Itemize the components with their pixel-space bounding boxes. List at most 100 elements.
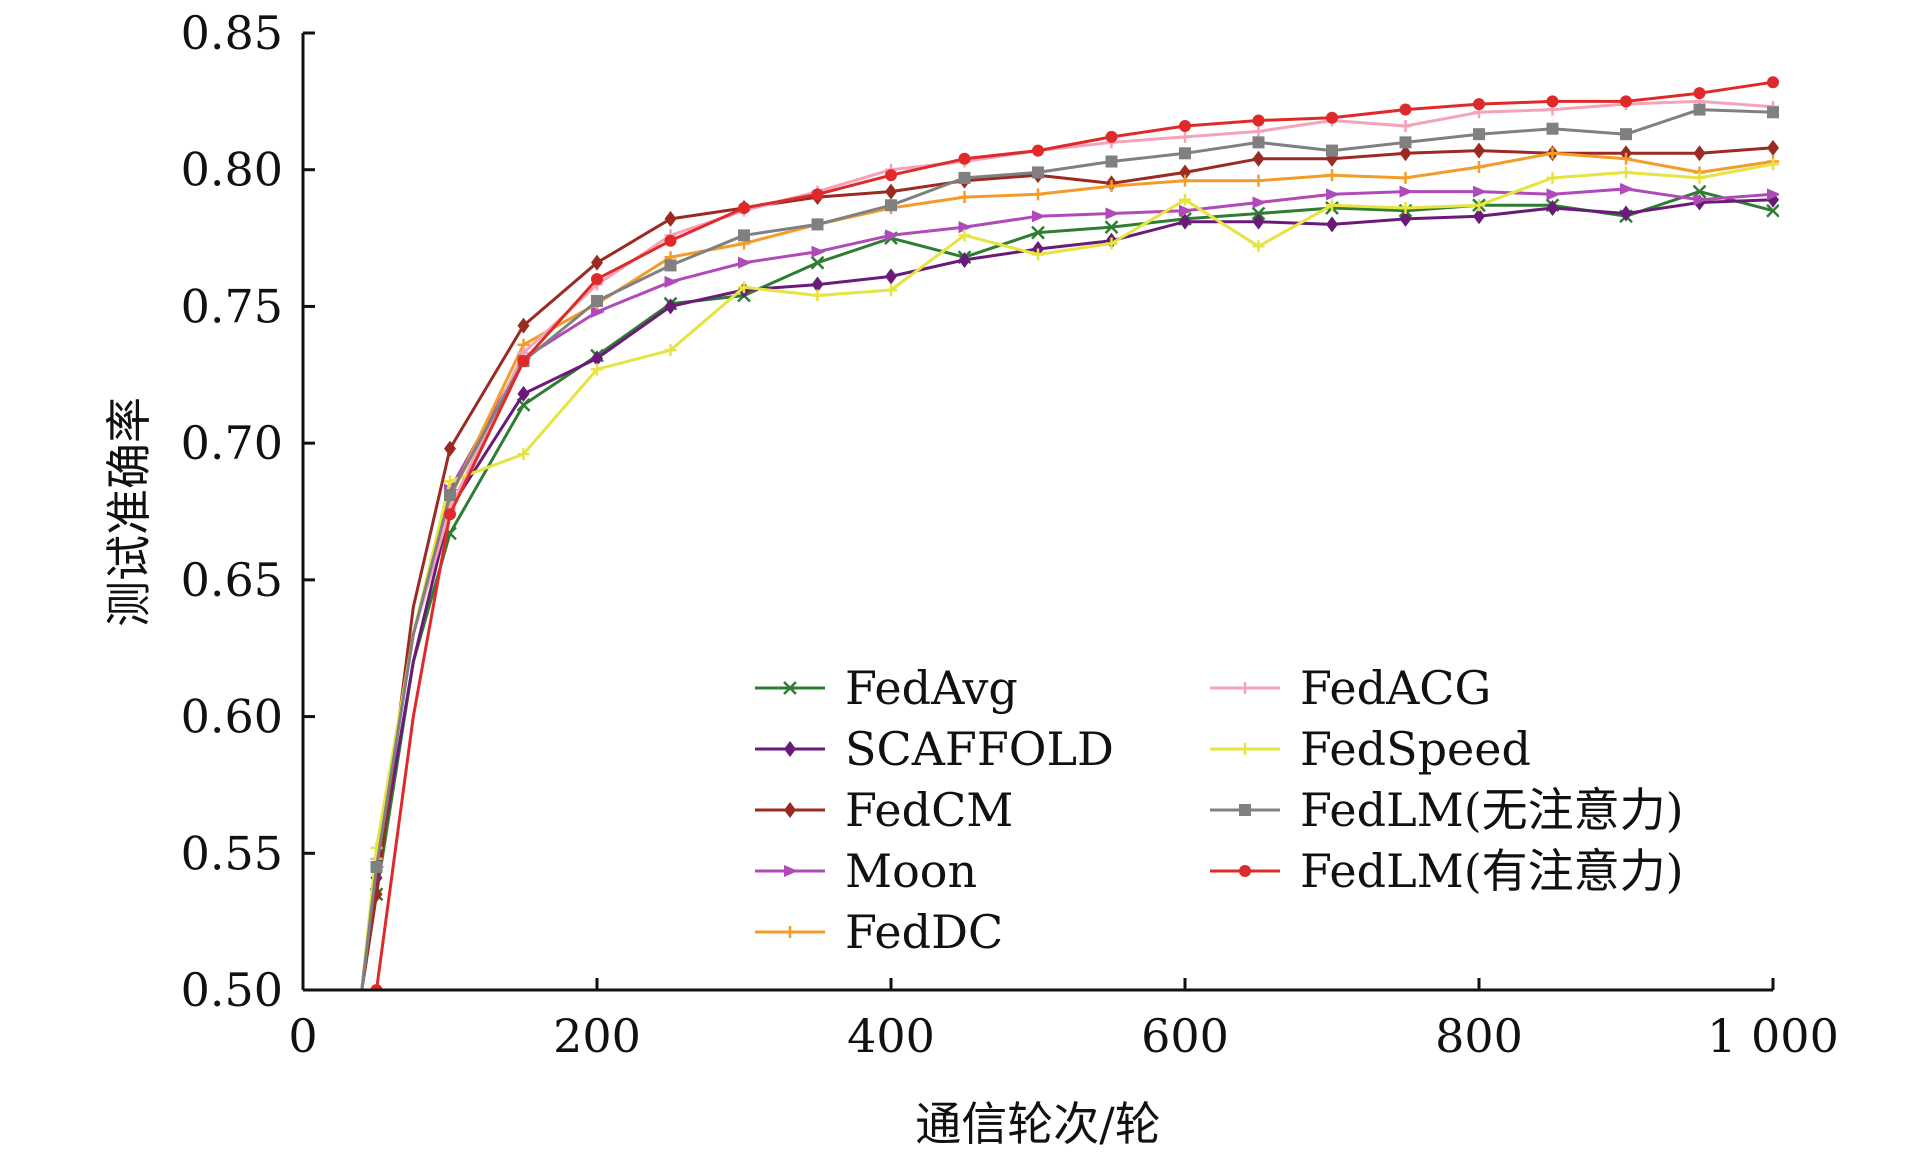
data-point-fedavg: [810, 255, 825, 270]
x-tick-label: 400: [847, 1009, 935, 1063]
data-point-feddc: [958, 191, 971, 204]
legend-item-fedacg: FedACG: [1210, 661, 1491, 715]
legend-label: FedAvg: [845, 661, 1018, 715]
y-axis-title: 测试准确率: [102, 397, 156, 627]
legend-item-fedspeed: FedSpeed: [1210, 722, 1531, 776]
x-tick-label: 200: [553, 1009, 641, 1063]
data-point-fedcm: [1399, 145, 1412, 162]
data-point-fedacg: [1399, 119, 1412, 132]
x-tick-label: 600: [1141, 1009, 1229, 1063]
legend-item-fedlm-no-attention: FedLM(无注意力): [1210, 783, 1684, 837]
data-point-fedspeed: [1326, 199, 1338, 212]
data-point-moon: [1620, 182, 1634, 195]
data-point-fedcm: [517, 317, 530, 334]
series-line-fedlm-attention: [374, 80, 1774, 990]
legend-label: FedLM(有注意力): [1300, 844, 1684, 898]
legend-marker: [784, 865, 798, 877]
data-point-fedspeed: [591, 363, 603, 376]
data-point-scaffold: [1399, 210, 1412, 227]
data-point-fedcm: [664, 210, 677, 227]
data-point-fedspeed: [1767, 158, 1779, 171]
data-point-scaffold: [591, 350, 603, 367]
data-point-fedlm-attention: [591, 273, 603, 286]
data-point-fedlm-attention: [1693, 87, 1706, 100]
legend-label: FedLM(无注意力): [1300, 783, 1684, 837]
legend-label: FedSpeed: [1300, 722, 1531, 776]
data-point-fedspeed: [1252, 240, 1265, 253]
data-point-fedlm-attention: [738, 201, 750, 214]
ticks: 0 200 400 600 800 1 000 0.50 0.55 0.60 0.65 0.70 0.…: [181, 6, 1839, 1063]
data-point-scaffold: [1179, 213, 1191, 230]
legend-marker: [784, 926, 796, 938]
data-point-scaffold: [1546, 199, 1559, 216]
data-point-fedlm-attention: [885, 169, 897, 182]
data-point-fedspeed: [664, 344, 677, 357]
data-point-fedlm-no-attention: [1546, 122, 1559, 135]
data-point-fedlm-no-attention: [1179, 147, 1191, 160]
data-point-fedavg: [1104, 220, 1119, 235]
legend-label: FedACG: [1300, 661, 1491, 715]
legend-marker: [784, 741, 796, 757]
data-point-fedlm-attention: [811, 188, 824, 201]
data-point-fedlm-attention: [517, 355, 530, 368]
data-point-fedlm-no-attention: [1252, 136, 1265, 149]
axes: [301, 33, 1773, 992]
data-point-fedlm-attention: [444, 508, 456, 521]
data-point-scaffold: [1473, 208, 1485, 225]
data-point-moon: [591, 305, 605, 318]
data-point-fedlm-no-attention: [811, 218, 824, 231]
data-point-fedacg: [1179, 130, 1191, 143]
data-point-feddc: [1326, 169, 1338, 182]
data-point-fedspeed: [958, 229, 971, 242]
legend-marker: [1239, 682, 1251, 694]
y-tick-label: 0.50: [181, 963, 283, 1017]
data-point-fedlm-attention: [1767, 76, 1779, 89]
data-point-feddc: [1105, 180, 1118, 193]
y-tick-label: 0.60: [181, 690, 283, 744]
data-point-moon: [1032, 210, 1046, 223]
y-tick-label: 0.55: [181, 826, 283, 880]
series-line-scaffold: [360, 198, 1774, 990]
legend-marker: [1239, 865, 1251, 877]
data-point-moon: [811, 245, 826, 258]
legend-marker: [1239, 743, 1251, 755]
data-point-feddc: [1399, 171, 1412, 184]
data-point-scaffold: [1326, 216, 1338, 233]
data-point-fedspeed: [1693, 171, 1706, 184]
data-point-fedspeed: [1546, 171, 1559, 184]
data-point-moon: [1252, 196, 1267, 209]
x-tick-label: 1 000: [1707, 1009, 1839, 1063]
data-point-feddc: [1252, 174, 1265, 187]
data-point-moon: [1546, 188, 1561, 201]
data-point-fedcm: [1767, 139, 1779, 156]
data-point-fedlm-no-attention: [664, 259, 677, 272]
data-point-fedlm-attention: [1179, 119, 1191, 132]
data-point-moon: [1105, 207, 1120, 220]
data-point-fedcm: [1252, 150, 1265, 167]
data-point-fedavg: [1766, 203, 1779, 218]
legend-label: SCAFFOLD: [845, 722, 1114, 776]
x-tick-label: 0: [288, 1009, 317, 1063]
legend-label: Moon: [845, 844, 977, 898]
data-point-feddc: [1473, 160, 1485, 173]
data-point-scaffold: [1620, 205, 1632, 222]
series-line-feddc: [360, 151, 1774, 990]
y-tick-label: 0.75: [181, 279, 283, 333]
data-point-fedlm-no-attention: [370, 860, 383, 873]
data-point-moon: [1326, 188, 1340, 201]
data-point-moon: [1473, 185, 1487, 198]
data-point-fedavg: [1031, 225, 1045, 240]
data-point-fedlm-no-attention: [1326, 144, 1338, 157]
data-point-scaffold: [811, 276, 824, 293]
x-tick-label: 800: [1435, 1009, 1523, 1063]
data-point-moon: [1179, 204, 1193, 217]
data-point-moon: [1399, 185, 1414, 198]
data-point-moon: [885, 229, 899, 242]
data-point-fedlm-no-attention: [444, 489, 456, 502]
data-point-moon: [738, 256, 752, 269]
legend-item-fedcm: FedCM: [755, 783, 1013, 837]
legend-label: FedDC: [845, 905, 1003, 959]
data-point-fedlm-attention: [1620, 95, 1632, 108]
y-tick-label: 0.85: [181, 6, 283, 60]
